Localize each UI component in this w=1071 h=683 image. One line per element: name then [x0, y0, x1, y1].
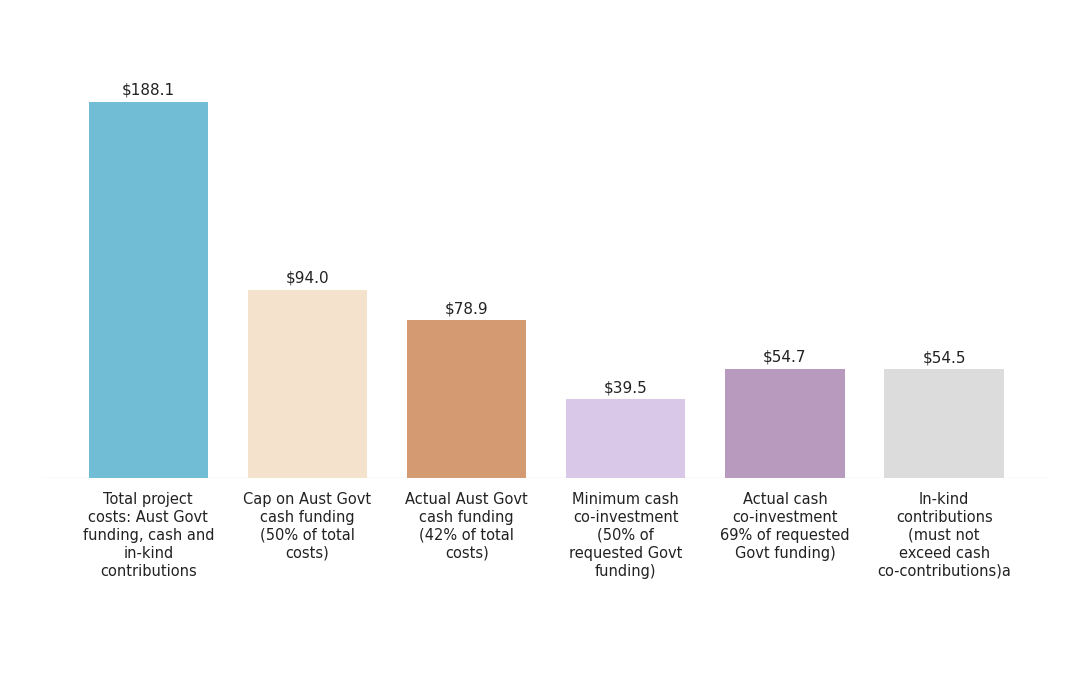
Text: $54.7: $54.7 [764, 350, 806, 365]
Bar [725, 369, 845, 478]
Bar [567, 399, 685, 478]
Text: $188.1: $188.1 [122, 83, 175, 98]
Text: $78.9: $78.9 [444, 301, 488, 316]
Bar [89, 102, 208, 478]
Text: $39.5: $39.5 [604, 380, 648, 395]
Bar [407, 320, 526, 478]
Bar [247, 290, 367, 478]
Bar [885, 369, 1004, 478]
Text: $94.0: $94.0 [286, 271, 329, 286]
Text: $54.5: $54.5 [922, 350, 966, 365]
